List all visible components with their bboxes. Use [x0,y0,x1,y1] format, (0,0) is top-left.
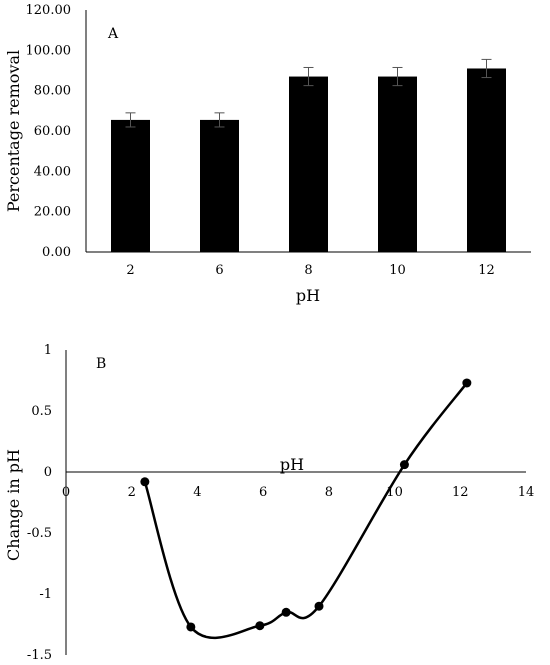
bar-8 [289,76,328,252]
y-tick-label: 0.00 [42,245,71,260]
x-tick-label: 12 [478,263,495,278]
panel-a-tick-labels: 2 6 8 10 120.0020.0040.0060.0080.00100.00120… [26,3,495,278]
data-point-0 [140,477,150,487]
x-tick-label: 10 [389,263,406,278]
panel-b-x-axis-title: pH [280,455,304,474]
panel-b-y-axis-title: Change in pH [4,449,23,561]
x-tick-label: 0 [62,485,70,500]
panel-a-y-axis-title: Percentage removal [4,50,23,212]
x-tick-label: 8 [304,263,312,278]
y-tick-label: 0 [44,465,52,480]
bar-6 [200,119,239,253]
bar-12 [467,68,506,252]
y-tick-label: -0.5 [27,526,52,541]
x-tick-label: 2 [126,263,134,278]
data-point-4 [314,601,324,611]
error-bar-2 [125,112,136,128]
panel-b-points [140,378,472,632]
data-point-6 [462,378,472,388]
data-point-1 [186,622,196,632]
panel-b-label: B [96,356,106,372]
y-tick-label: 100.00 [26,43,72,58]
data-point-5 [399,460,409,470]
panel-a-label: A [107,26,119,42]
data-point-2 [255,621,265,631]
panel-b-tick-labels: 0 2 4 6 8 10 12 14 -1.5 -1 -0.5 0 0.5 1 [27,343,534,663]
panel-a-x-axis-title: pH [296,286,320,305]
error-bar-12 [481,58,492,79]
error-bar-8 [303,66,314,87]
bar-2 [111,119,150,253]
data-point-3 [281,607,291,617]
y-tick-label: -1.5 [27,648,52,663]
x-tick-label: 10 [386,485,403,500]
x-tick-label: 4 [193,485,201,500]
y-tick-label: 60.00 [34,124,71,139]
y-tick-label: 120.00 [26,3,72,18]
x-tick-label: 12 [452,485,469,500]
x-tick-label: 6 [259,485,267,500]
bar-10 [378,76,417,252]
panel-b-line-chart: B 0 2 4 6 8 10 12 14 -1.5 -1 -0.5 0 0.5 1 pH Change i… [4,343,534,663]
x-tick-label: 6 [215,263,223,278]
panel-a-bar-chart: A 2 6 8 10 120.0020.0040.0060.0080.00100.001… [4,3,531,305]
y-tick-label: 1 [44,343,52,358]
panel-a-bars [111,58,506,253]
x-tick-label: 2 [128,485,136,500]
x-tick-label: 14 [518,485,535,500]
y-tick-label: 20.00 [34,205,71,220]
x-tick-label: 8 [325,485,333,500]
y-tick-label: 80.00 [34,84,71,99]
error-bar-10 [392,66,403,87]
y-tick-label: -1 [39,587,52,602]
error-bar-6 [214,112,225,128]
panel-b-series-line [143,382,468,639]
y-tick-label: 0.5 [31,404,52,419]
y-tick-label: 40.00 [34,164,71,179]
